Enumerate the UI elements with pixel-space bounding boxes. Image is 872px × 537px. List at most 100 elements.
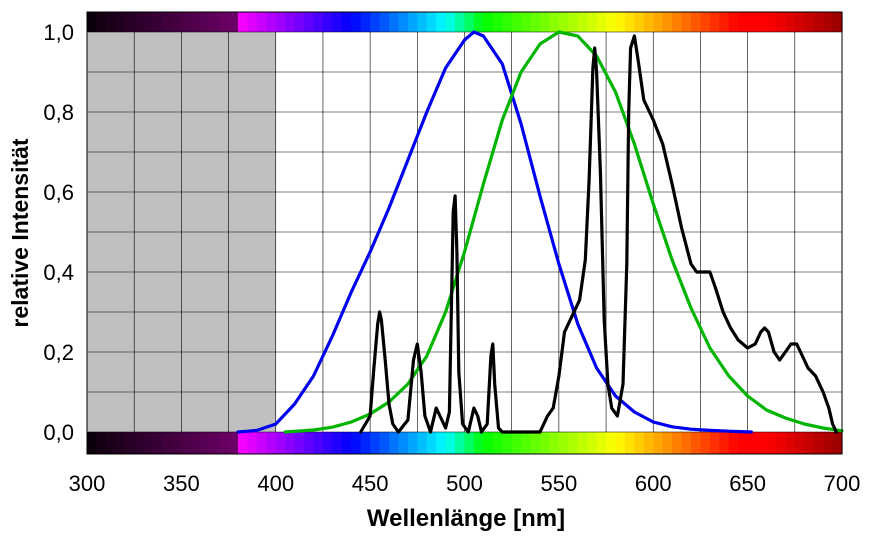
spectrum-band-cell — [747, 12, 758, 32]
spectrum-band-cell — [256, 432, 267, 454]
spectrum-band-cell — [757, 12, 768, 32]
spectrum-band-cell — [407, 432, 418, 454]
spectrum-band-cell — [511, 432, 522, 454]
spectrum-band-cell — [709, 12, 720, 32]
spectrum-band-cell — [596, 12, 607, 32]
spectrum-band-cell — [596, 432, 607, 454]
spectrum-band-cell — [417, 12, 428, 32]
spectrum-band-cell — [143, 432, 154, 454]
spectrum-band-cell — [219, 432, 230, 454]
spectrum-band-cell — [209, 12, 220, 32]
y-tick-label: 0,8 — [43, 100, 74, 125]
spectrum-band-cell — [464, 432, 475, 454]
spectrum-band-cell — [360, 432, 371, 454]
spectrum-band-cell — [521, 432, 532, 454]
spectrum-band-cell — [464, 12, 475, 32]
spectrum-band-cell — [549, 432, 560, 454]
spectrum-band-cell — [728, 12, 739, 32]
spectrum-band-cell — [691, 12, 702, 32]
spectrum-band-cell — [662, 12, 673, 32]
spectrum-band-cell — [653, 12, 664, 32]
spectrum-band-cell — [511, 12, 522, 32]
spectrum-band-cell — [643, 12, 654, 32]
spectrum-band-cell — [181, 432, 192, 454]
spectrum-band-cell — [153, 432, 164, 454]
spectrum-band-cell — [379, 432, 390, 454]
spectrum-band-cell — [606, 432, 617, 454]
spectrum-band-cell — [615, 432, 626, 454]
spectrum-band-cell — [247, 12, 258, 32]
spectrum-band-cell — [804, 432, 815, 454]
x-tick-label: 500 — [446, 471, 483, 496]
spectrum-band-cell — [794, 12, 805, 32]
spectrum-band-cell — [162, 432, 173, 454]
spectrum-band-cell — [417, 432, 428, 454]
spectrum-band-cell — [426, 432, 437, 454]
spectrum-band-cell — [558, 432, 569, 454]
spectrum-band-cell — [389, 12, 400, 32]
spectrum-band-cell — [370, 432, 381, 454]
spectrum-band-cell — [634, 12, 645, 32]
spectrum-band-cell — [360, 12, 371, 32]
spectrum-band-cell — [719, 12, 730, 32]
spectrum-band-cell — [728, 432, 739, 454]
spectrum-band-cell — [653, 432, 664, 454]
spectrum-band-cell — [304, 12, 315, 32]
y-tick-labels: 0,0 0,2 0,4 0,6 0,8 1,0 — [43, 20, 74, 445]
spectrum-band-cell — [521, 12, 532, 32]
spectrum-band-cell — [313, 12, 324, 32]
spectrum-band-cell — [473, 432, 484, 454]
spectrum-band-cell — [832, 12, 843, 32]
spectrum-band-cell — [681, 432, 692, 454]
x-tick-label: 350 — [163, 471, 200, 496]
spectrum-band-cell — [785, 432, 796, 454]
spectrum-band-cell — [662, 432, 673, 454]
x-axis-label: Wellenlänge [nm] — [367, 505, 565, 532]
spectrum-band-cell — [766, 12, 777, 32]
spectrum-band-cell — [785, 12, 796, 32]
x-tick-label: 600 — [635, 471, 672, 496]
spectrum-band-cell — [162, 12, 173, 32]
spectrum-band-cell — [700, 432, 711, 454]
spectrum-band-cell — [568, 12, 579, 32]
spectrum-band-cell — [87, 12, 98, 32]
spectrum-band-cell — [294, 12, 305, 32]
spectrum-band-cell — [332, 432, 343, 454]
spectrum-band-cell — [200, 12, 211, 32]
spectrum-band-cell — [473, 12, 484, 32]
spectrum-band-cell — [294, 432, 305, 454]
spectrum-band-cell — [634, 432, 645, 454]
spectrum-band-cell — [105, 12, 116, 32]
spectrum-band-cell — [681, 12, 692, 32]
spectrum-band-cell — [747, 432, 758, 454]
spectrum-band-cell — [606, 12, 617, 32]
spectrum-band-cell — [823, 12, 834, 32]
spectrum-band-cell — [436, 432, 447, 454]
spectrum-band-cell — [502, 432, 513, 454]
spectrum-band-cell — [540, 12, 551, 32]
spectrum-band-cell — [757, 432, 768, 454]
spectrum-band-cell — [351, 432, 362, 454]
x-tick-label: 550 — [541, 471, 578, 496]
spectrum-band-cell — [285, 12, 296, 32]
spectrum-band-cell — [502, 12, 513, 32]
spectrum-band-cell — [134, 432, 145, 454]
spectrum-band-cell — [398, 432, 409, 454]
spectrum-band-cell — [115, 12, 126, 32]
x-tick-label: 400 — [257, 471, 294, 496]
spectrum-band-cell — [266, 12, 277, 32]
spectrum-band-cell — [738, 12, 749, 32]
spectrum-band-cell — [577, 12, 588, 32]
spectrum-band-cell — [171, 12, 182, 32]
y-tick-label: 0,0 — [43, 420, 74, 445]
spectrum-band-cell — [228, 432, 239, 454]
y-tick-label: 0,2 — [43, 340, 74, 365]
series-line-3 — [359, 34, 838, 434]
spectrum-band-cell — [445, 432, 456, 454]
spectrum-band-cell — [341, 432, 352, 454]
spectrum-band-cell — [219, 12, 230, 32]
spectrum-band-cell — [624, 12, 635, 32]
spectrum-band-cell — [322, 432, 333, 454]
spectrum-band-cell — [115, 432, 126, 454]
spectrum-band-cell — [105, 432, 116, 454]
